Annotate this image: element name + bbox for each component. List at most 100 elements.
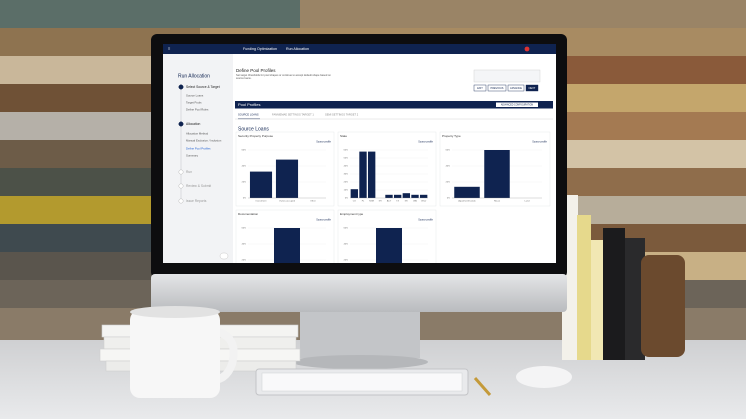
y-tick-label: 40%: [242, 166, 246, 168]
y-tick-label: 20%: [344, 182, 348, 184]
substep-label[interactable]: Define Pool Profiles: [186, 147, 211, 151]
step-label[interactable]: Select Source & Target: [186, 85, 220, 89]
step-label[interactable]: Run: [186, 170, 192, 174]
chart-title: State: [340, 134, 347, 138]
y-tick-label: 40%: [446, 166, 450, 168]
bar: [376, 228, 402, 263]
x-tick-label: NGE: [369, 201, 374, 203]
chart-title: Property Type: [442, 134, 461, 138]
step-marker: [178, 169, 184, 175]
bar: [385, 194, 393, 198]
tab[interactable]: SEMI SETTINGS TARGET 2: [325, 113, 359, 117]
step-marker: [178, 84, 184, 90]
avatar[interactable]: [524, 46, 530, 52]
keyboard: [255, 368, 469, 396]
mouse: [516, 366, 572, 388]
y-tick-label: 0%: [243, 198, 246, 200]
x-tick-label: Land: [525, 201, 531, 203]
tab[interactable]: FANNIEMAE SETTINGS TARGET 1: [272, 113, 314, 117]
bar: [350, 189, 359, 198]
y-tick-label: 60%: [344, 150, 348, 152]
button[interactable]: [507, 84, 525, 92]
step-label[interactable]: Review & Submit: [186, 184, 211, 188]
y-tick-label: 60%: [446, 150, 450, 152]
step-label[interactable]: Allocation: [186, 122, 200, 126]
bar: [367, 151, 376, 198]
substep-label[interactable]: Summary: [186, 154, 199, 158]
pencil: [473, 377, 492, 396]
app-name: Funding Optimization: [243, 47, 277, 51]
legend-label: Source profile: [418, 141, 433, 144]
y-tick-label: 20%: [446, 182, 450, 184]
step-marker: [178, 198, 184, 204]
screen: ≡ Funding Optimization Run Allocation Ru…: [163, 44, 556, 263]
legend-label: Source profile: [532, 141, 547, 144]
step-marker: [178, 121, 184, 127]
substep-label[interactable]: Allocation Method: [186, 132, 209, 136]
bar: [359, 151, 367, 198]
substep-label[interactable]: Source Loans: [186, 94, 204, 98]
page-name: Run Allocation: [286, 47, 309, 51]
x-tick-label: FL: [362, 201, 365, 203]
config-button[interactable]: [496, 102, 538, 108]
x-tick-label: Other: [421, 200, 427, 203]
substep-label[interactable]: Target Pools: [186, 101, 202, 105]
y-tick-label: 20%: [242, 260, 246, 262]
button[interactable]: [487, 84, 507, 92]
mug: [130, 306, 238, 398]
button-label[interactable]: NEXT: [529, 87, 536, 90]
main-title: Define Pool Profiles: [236, 68, 276, 73]
button-label[interactable]: EXIT: [477, 87, 483, 90]
y-tick-label: 10%: [344, 190, 348, 192]
button-label[interactable]: PREVIOUS: [491, 87, 504, 90]
y-tick-label: 60%: [242, 150, 246, 152]
y-tick-label: 60%: [344, 228, 348, 230]
button-label[interactable]: ADVANCE: [510, 87, 522, 90]
y-tick-label: 20%: [242, 182, 246, 184]
substep-label[interactable]: Manual Exclusion / Inclusion: [186, 139, 222, 143]
bar: [419, 194, 428, 198]
button[interactable]: [525, 84, 539, 92]
panel-title: Pool Profiles: [238, 102, 260, 107]
x-tick-label: Owner-occupied: [279, 200, 296, 203]
bar: [411, 194, 419, 198]
panel-header: [235, 101, 553, 109]
chart-title: Security Property Purpose: [238, 134, 273, 138]
info-box: [473, 69, 541, 83]
menu-icon[interactable]: ≡: [168, 46, 171, 51]
x-tick-label: NV: [405, 201, 409, 203]
y-tick-label: 0%: [345, 198, 348, 200]
section-title: Source Loans: [238, 126, 269, 132]
legend-label: Source profile: [316, 141, 331, 144]
sidebar-title: Run Allocation: [178, 73, 210, 79]
bar: [275, 159, 299, 198]
step-label[interactable]: Issue Reports: [186, 199, 207, 203]
x-tick-label: WA: [413, 200, 417, 203]
y-tick-label: 40%: [344, 166, 348, 168]
sidebar: [163, 54, 233, 263]
x-tick-label: TX: [396, 201, 399, 203]
x-tick-label: CO: [353, 201, 357, 203]
button[interactable]: [473, 84, 487, 92]
chart-title: Documentation: [238, 212, 259, 216]
description: Set target thresholds for pool shapes or…: [236, 74, 331, 81]
bar: [249, 171, 273, 198]
y-tick-label: 40%: [242, 244, 246, 246]
bar: [402, 193, 411, 198]
substep-label[interactable]: Define Pool Rules: [186, 108, 209, 112]
x-tick-label: Apartment/Condo: [458, 200, 476, 203]
collapse-button[interactable]: [219, 252, 229, 260]
y-tick-label: 20%: [344, 260, 348, 262]
description-box: Set target thresholds for pool shapes or…: [236, 74, 331, 81]
y-tick-label: 50%: [344, 158, 348, 160]
legend-label: Source profile: [418, 219, 433, 222]
y-tick-label: 0%: [447, 198, 450, 200]
bar: [393, 194, 402, 198]
tab[interactable]: SOURCE LOANS: [238, 113, 259, 117]
x-tick-label: ACT: [387, 200, 392, 203]
chart-title: Employment type: [340, 212, 364, 216]
config-button-label[interactable]: ADVANCED CONFIGURATION: [501, 104, 534, 107]
top-bar: [163, 44, 556, 54]
x-tick-label: Other: [310, 200, 316, 203]
